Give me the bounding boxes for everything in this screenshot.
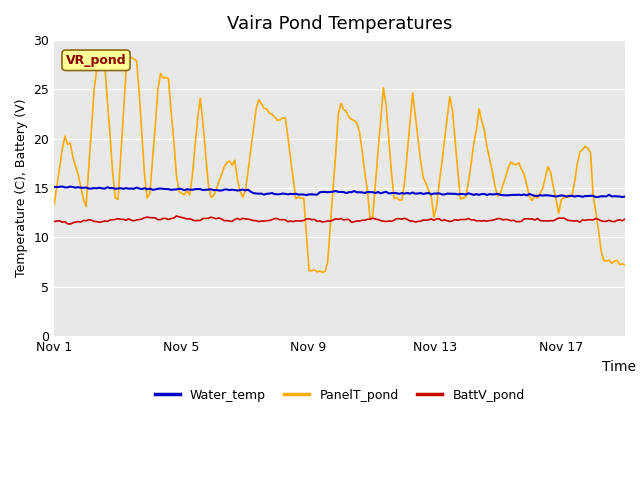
Text: VR_pond: VR_pond xyxy=(66,54,126,67)
X-axis label: Time: Time xyxy=(602,360,636,373)
Title: Vaira Pond Temperatures: Vaira Pond Temperatures xyxy=(227,15,452,33)
Y-axis label: Temperature (C), Battery (V): Temperature (C), Battery (V) xyxy=(15,99,28,277)
Legend: Water_temp, PanelT_pond, BattV_pond: Water_temp, PanelT_pond, BattV_pond xyxy=(150,384,530,407)
